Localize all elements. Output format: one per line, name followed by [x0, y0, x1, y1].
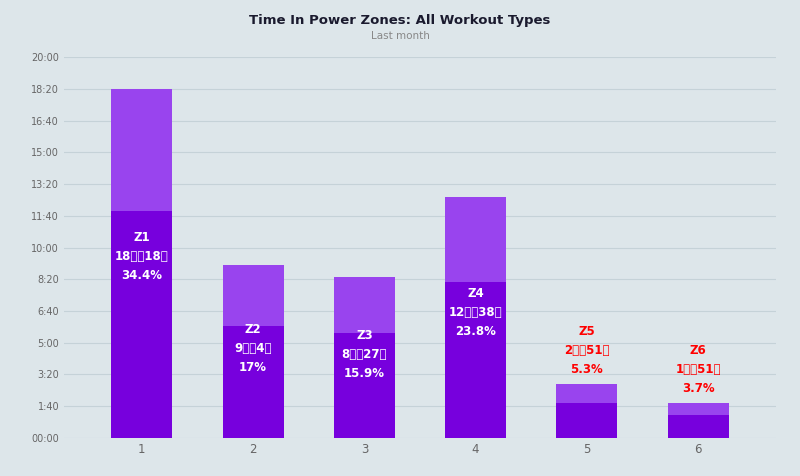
Bar — [222, 265, 284, 326]
Bar — [111, 89, 173, 438]
Text: Time In Power Zones: All Workout Types: Time In Power Zones: All Workout Types — [250, 14, 550, 27]
Bar — [556, 384, 618, 403]
Text: Z1
18時間18分
34.4%: Z1 18時間18分 34.4% — [115, 231, 169, 282]
Text: Z4
12時間38分
23.8%: Z4 12時間38分 23.8% — [449, 288, 502, 338]
Bar — [334, 277, 395, 438]
Bar — [445, 198, 506, 438]
Bar — [111, 89, 173, 211]
Text: Z5
2時間51分
5.3%: Z5 2時間51分 5.3% — [564, 325, 610, 376]
Text: Z2
9時間4分
17%: Z2 9時間4分 17% — [234, 323, 272, 374]
Text: Z3
8時間27分
15.9%: Z3 8時間27分 15.9% — [342, 329, 387, 380]
Bar — [667, 403, 729, 415]
Bar — [667, 403, 729, 438]
Bar — [556, 384, 618, 438]
Bar — [222, 265, 284, 438]
Text: Last month: Last month — [370, 31, 430, 41]
Bar — [445, 198, 506, 282]
Bar — [334, 277, 395, 333]
Text: Z6
1時間51分
3.7%: Z6 1時間51分 3.7% — [675, 344, 721, 395]
